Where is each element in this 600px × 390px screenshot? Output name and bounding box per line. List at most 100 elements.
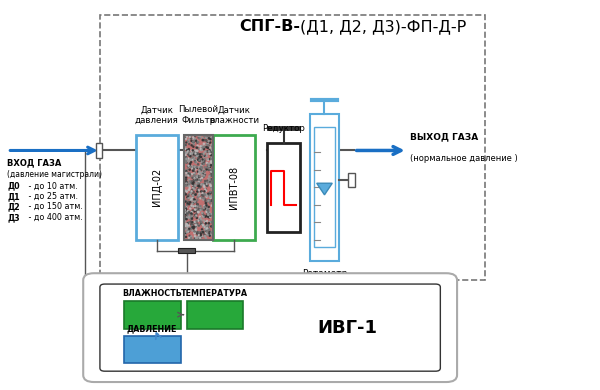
Point: [186, 235, 196, 241]
Point: [194, 170, 204, 177]
Point: [190, 170, 200, 176]
Point: [193, 197, 202, 204]
Point: [198, 211, 208, 217]
Point: [196, 204, 205, 210]
Point: [204, 220, 214, 226]
Point: [196, 153, 205, 160]
Point: [203, 138, 212, 145]
Point: [202, 148, 211, 154]
Text: - до 400 атм.: - до 400 атм.: [26, 213, 83, 222]
Point: [182, 216, 191, 222]
Point: [199, 223, 208, 229]
Point: [188, 147, 197, 153]
Point: [200, 153, 209, 160]
Point: [201, 188, 211, 194]
Point: [203, 148, 212, 154]
Point: [202, 182, 211, 188]
Point: [186, 226, 196, 232]
Point: [184, 199, 193, 205]
Point: [185, 183, 194, 189]
Point: [184, 228, 194, 234]
Point: [206, 135, 215, 142]
Point: [181, 215, 190, 221]
Text: ВЫХОД ГАЗА: ВЫХОД ГАЗА: [410, 132, 479, 141]
Point: [192, 180, 202, 186]
Point: [182, 133, 191, 140]
Point: [205, 164, 214, 170]
Point: [194, 189, 203, 195]
Text: Ротаметр: Ротаметр: [302, 269, 347, 278]
Text: СПГ-В-: СПГ-В-: [239, 19, 300, 34]
Point: [185, 161, 195, 167]
Bar: [136, 135, 178, 239]
Point: [204, 192, 214, 199]
Point: [198, 211, 208, 217]
Point: [184, 226, 194, 232]
Point: [187, 203, 196, 209]
Point: [181, 190, 190, 197]
Point: [197, 151, 207, 157]
Point: [202, 202, 211, 209]
Point: [206, 162, 216, 168]
Point: [190, 137, 200, 143]
Point: [197, 229, 207, 235]
Point: [185, 225, 195, 231]
Point: [188, 138, 198, 145]
Point: [198, 135, 208, 141]
Point: [203, 207, 212, 213]
Point: [200, 186, 210, 193]
Point: [195, 153, 205, 159]
Point: [202, 206, 211, 212]
Point: [186, 190, 196, 196]
Point: [189, 154, 199, 161]
Point: [203, 142, 213, 148]
Point: [206, 211, 216, 217]
FancyBboxPatch shape: [100, 284, 440, 371]
Point: [199, 173, 209, 179]
Point: [206, 149, 216, 155]
Point: [203, 145, 213, 151]
Point: [202, 229, 212, 235]
Point: [193, 230, 202, 236]
Point: [196, 143, 205, 149]
Point: [197, 164, 206, 170]
Point: [201, 200, 211, 206]
Point: [180, 215, 190, 221]
Point: [190, 230, 199, 236]
Point: [204, 160, 214, 167]
Point: [199, 195, 209, 201]
Bar: [187, 301, 243, 329]
Point: [185, 232, 194, 239]
Point: [207, 229, 217, 235]
Point: [198, 170, 208, 176]
Point: [200, 144, 210, 150]
Point: [181, 149, 191, 156]
Bar: [124, 301, 181, 329]
Point: [206, 181, 215, 187]
Point: [182, 220, 192, 226]
Point: [190, 163, 199, 169]
Point: [193, 209, 202, 215]
Point: [184, 172, 193, 179]
Point: [205, 231, 215, 238]
Point: [191, 203, 200, 209]
Point: [196, 164, 206, 170]
Point: [184, 171, 193, 177]
Point: [182, 188, 191, 195]
Point: [194, 192, 204, 199]
Point: [185, 153, 195, 160]
Point: [185, 185, 194, 191]
Point: [185, 167, 194, 173]
Point: [197, 221, 207, 227]
Point: [194, 206, 204, 212]
Point: [184, 146, 194, 152]
FancyBboxPatch shape: [83, 273, 457, 382]
Point: [182, 210, 192, 216]
Text: - до 25 атм.: - до 25 атм.: [26, 192, 79, 201]
Bar: [100, 15, 485, 280]
Point: [185, 194, 194, 200]
Point: [191, 235, 200, 241]
Point: [194, 157, 204, 163]
Point: [188, 175, 197, 181]
Point: [194, 193, 204, 199]
